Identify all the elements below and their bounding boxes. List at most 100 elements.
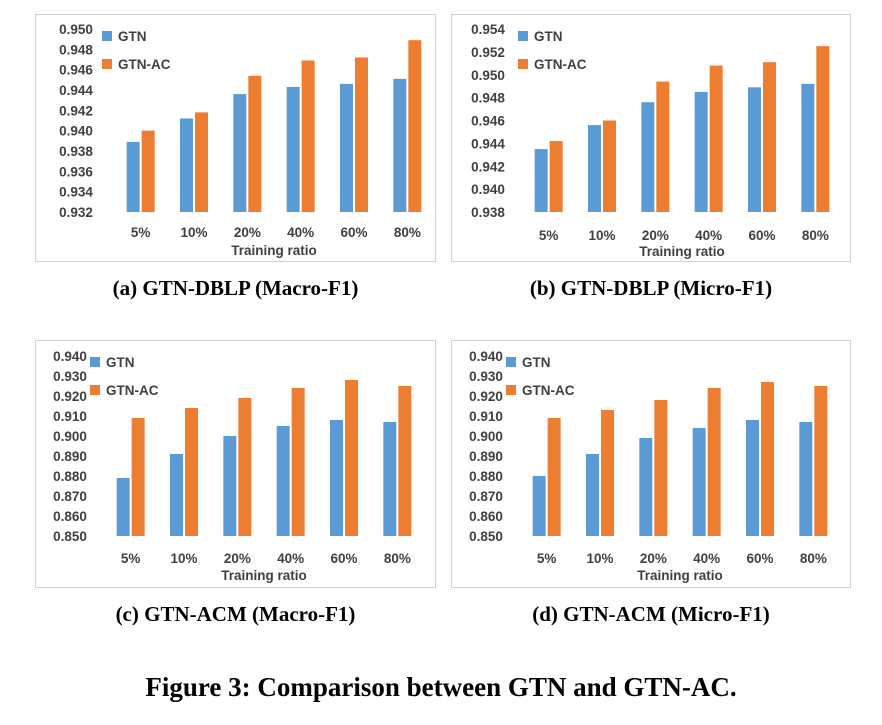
x-tick-label: 40%	[695, 228, 722, 243]
bar-gtn-ac	[549, 141, 563, 212]
legend-label-gtn-ac: GTN-AC	[522, 383, 575, 398]
bar-gtn	[746, 420, 759, 536]
y-tick-label: 0.934	[59, 185, 93, 200]
y-tick-label: 0.936	[59, 164, 93, 179]
bar-gtn-ac	[814, 386, 828, 536]
y-tick-label: 0.910	[53, 409, 87, 424]
legend-label-gtn-ac: GTN-AC	[106, 383, 159, 398]
x-tick-label: 60%	[748, 228, 775, 243]
bar-gtn-ac	[398, 386, 412, 536]
bar-gtn	[641, 102, 655, 212]
x-axis-label: Training ratio	[639, 244, 725, 259]
legend-swatch-gtn	[102, 31, 112, 41]
y-tick-label: 0.940	[53, 349, 87, 364]
y-tick-label: 0.954	[471, 22, 505, 37]
y-tick-label: 0.952	[471, 45, 505, 60]
bar-gtn-ac	[656, 81, 670, 212]
x-tick-label: 20%	[234, 225, 261, 240]
y-tick-label: 0.948	[59, 42, 93, 57]
x-tick-label: 20%	[224, 551, 251, 566]
bar-gtn-ac	[345, 380, 358, 536]
y-tick-label: 0.944	[471, 136, 505, 151]
y-tick-label: 0.850	[53, 529, 87, 544]
x-tick-label: 60%	[330, 551, 357, 566]
y-tick-label: 0.950	[59, 22, 93, 37]
x-tick-label: 20%	[642, 228, 669, 243]
bar-gtn-ac	[195, 112, 208, 212]
bar-gtn-ac	[131, 418, 145, 536]
legend-swatch-gtn	[518, 31, 528, 41]
bar-gtn-ac	[301, 60, 315, 213]
chart-c: 0.940 0.930 0.920 0.910 0.900 0.890 0.880 0.870…	[53, 349, 412, 583]
legend-swatch-gtn	[90, 357, 100, 367]
bar-gtn-ac	[654, 400, 668, 536]
y-tick-label: 0.946	[59, 63, 93, 78]
y-tick-label: 0.860	[469, 509, 503, 524]
bar-gtn-ac	[709, 65, 723, 212]
y-tick-label: 0.938	[59, 144, 93, 159]
x-tick-label: 10%	[170, 551, 197, 566]
bar-gtn	[694, 91, 708, 212]
bar-gtn-ac	[291, 388, 305, 536]
y-tick-label: 0.950	[471, 68, 505, 83]
bar-gtn	[116, 478, 130, 536]
bar-gtn	[748, 87, 761, 212]
chart-a: 0.950 0.948 0.946 0.944 0.942 0.940 0.938 0.936…	[59, 22, 422, 258]
bar-gtn-ac	[248, 75, 262, 212]
bar-gtn	[276, 426, 290, 536]
y-tick-label: 0.920	[53, 389, 87, 404]
bar-gtn-ac	[355, 57, 368, 212]
bar-gtn	[383, 422, 397, 536]
bar-gtn	[170, 454, 183, 536]
legend-swatch-gtn	[506, 357, 516, 367]
y-tick-label: 0.860	[53, 509, 87, 524]
bar-gtn-ac	[141, 130, 155, 212]
bar-gtn	[801, 83, 815, 213]
legend-swatch-gtn-ac	[506, 385, 516, 395]
x-tick-label: 40%	[693, 551, 720, 566]
x-axis-label: Training ratio	[231, 243, 317, 258]
y-tick-label: 0.940	[471, 182, 505, 197]
x-tick-label: 80%	[800, 551, 827, 566]
legend-label-gtn-ac: GTN-AC	[118, 57, 171, 72]
y-tick-label: 0.942	[59, 103, 93, 118]
bar-gtn	[532, 476, 546, 536]
bar-gtn-ac	[816, 46, 830, 212]
legend-label-gtn-ac: GTN-AC	[534, 57, 587, 72]
legend-label-gtn: GTN	[106, 355, 135, 370]
bar-gtn-ac	[408, 40, 422, 212]
legend-swatch-gtn-ac	[518, 59, 528, 69]
x-tick-label: 10%	[586, 551, 613, 566]
y-tick-label: 0.940	[469, 349, 503, 364]
y-tick-label: 0.940	[59, 124, 93, 139]
bar-gtn	[534, 149, 548, 212]
x-axis-label: Training ratio	[637, 568, 723, 583]
y-tick-label: 0.880	[469, 469, 503, 484]
caption-a: (a) GTN-DBLP (Macro-F1)	[112, 276, 359, 300]
legend-swatch-gtn-ac	[90, 385, 100, 395]
y-tick-label: 0.880	[53, 469, 87, 484]
chart-panel-d: 0.940 0.930 0.920 0.910 0.900 0.890 0.880 0.870…	[451, 340, 851, 588]
y-tick-label: 0.930	[469, 369, 503, 384]
caption-c: (c) GTN-ACM (Macro-F1)	[115, 602, 356, 626]
chart-panel-c: 0.940 0.930 0.920 0.910 0.900 0.890 0.880 0.870…	[35, 340, 436, 588]
bar-gtn-ac	[763, 62, 776, 213]
figure-caption: Figure 3: Comparison between GTN and GTN…	[145, 672, 737, 702]
x-tick-label: 5%	[121, 551, 141, 566]
bar-gtn	[586, 454, 599, 536]
x-tick-label: 5%	[131, 225, 151, 240]
x-axis-label: Training ratio	[221, 568, 307, 583]
x-tick-label: 10%	[588, 228, 615, 243]
bar-gtn	[692, 428, 706, 536]
x-tick-label: 80%	[394, 225, 421, 240]
x-tick-label: 40%	[287, 225, 314, 240]
chart-panel-a: 0.950 0.948 0.946 0.944 0.942 0.940 0.938 0.936…	[35, 14, 436, 262]
legend-label-gtn: GTN	[534, 29, 563, 44]
bar-gtn	[588, 125, 601, 212]
chart-panel-b: 0.954 0.952 0.950 0.948 0.946 0.944 0.942 0.940…	[451, 14, 851, 262]
y-tick-label: 0.942	[471, 159, 505, 174]
bar-gtn	[330, 420, 343, 536]
bar-gtn	[639, 438, 653, 536]
bar-gtn	[126, 141, 140, 212]
x-tick-label: 80%	[384, 551, 411, 566]
